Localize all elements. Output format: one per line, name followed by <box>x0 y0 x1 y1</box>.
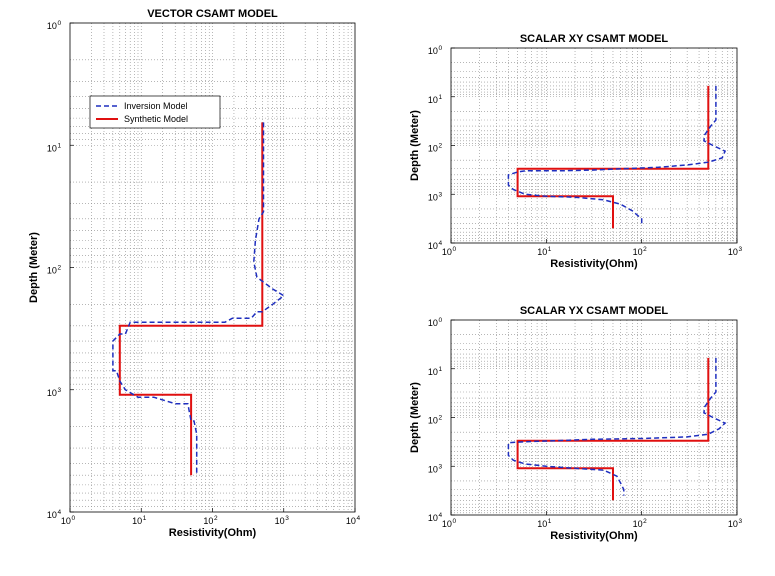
y-tick-label: 103 <box>428 191 443 202</box>
chart-yx: 100 101 102 103 100 101 102 103 104 SCALAR YX CSA… <box>409 305 742 542</box>
y-axis-label: Depth (Meter) <box>409 110 421 181</box>
y-tick-label: 101 <box>428 366 443 377</box>
legend-label-synthetic: Synthetic Model <box>124 114 188 124</box>
y-tick-label: 101 <box>47 142 62 153</box>
series-inversion-model <box>112 122 286 476</box>
legend-box <box>89 95 221 129</box>
plot-area <box>451 48 737 243</box>
x-tick-label: 102 <box>203 515 218 526</box>
x-tick-label: 103 <box>728 518 743 529</box>
legend-label-inversion: Inversion Model <box>124 101 188 111</box>
x-tick-label: 100 <box>442 246 457 257</box>
x-tick-label: 104 <box>346 515 361 526</box>
chart-title: SCALAR XY CSAMT MODEL <box>520 33 669 45</box>
y-axis-label: Depth (Meter) <box>409 382 421 453</box>
chart-title: SCALAR YX CSAMT MODEL <box>520 305 669 317</box>
grid <box>451 320 737 515</box>
series-synthetic-model <box>118 122 264 476</box>
y-tick-label: 104 <box>428 240 443 251</box>
x-tick-label: 100 <box>442 518 457 529</box>
x-tick-label: 102 <box>633 518 648 529</box>
x-axis-label: Resistivity(Ohm) <box>550 530 638 542</box>
y-tick-label: 102 <box>47 265 62 276</box>
y-tick-label: 100 <box>428 317 443 328</box>
series-synthetic-model <box>516 85 710 229</box>
series-synthetic-model <box>516 357 710 501</box>
chart-title: VECTOR CSAMT MODEL <box>147 8 278 20</box>
legend: Inversion Model Synthetic Model <box>89 95 221 129</box>
chart-xy: 100 101 102 103 100 101 102 103 104 SCALAR XY CSA… <box>409 33 742 270</box>
y-tick-label: 103 <box>47 387 62 398</box>
y-tick-label: 100 <box>428 45 443 56</box>
y-tick-label: 102 <box>428 415 443 426</box>
y-tick-label: 100 <box>47 20 62 31</box>
x-tick-label: 103 <box>275 515 290 526</box>
x-tick-label: 101 <box>537 246 552 257</box>
y-tick-label: 103 <box>428 463 443 474</box>
series-inversion-model <box>507 357 727 496</box>
x-tick-label: 102 <box>633 246 648 257</box>
y-tick-label: 104 <box>47 509 62 520</box>
y-tick-label: 102 <box>428 143 443 154</box>
y-tick-label: 101 <box>428 94 443 105</box>
x-tick-label: 100 <box>61 515 76 526</box>
plot-area <box>451 320 737 515</box>
x-axis-label: Resistivity(Ohm) <box>550 258 638 270</box>
x-axis-label: Resistivity(Ohm) <box>169 527 257 539</box>
y-axis-label: Depth (Meter) <box>28 232 40 303</box>
x-tick-label: 103 <box>728 246 743 257</box>
x-tick-label: 101 <box>537 518 552 529</box>
x-tick-label: 101 <box>132 515 147 526</box>
y-tick-label: 104 <box>428 512 443 523</box>
